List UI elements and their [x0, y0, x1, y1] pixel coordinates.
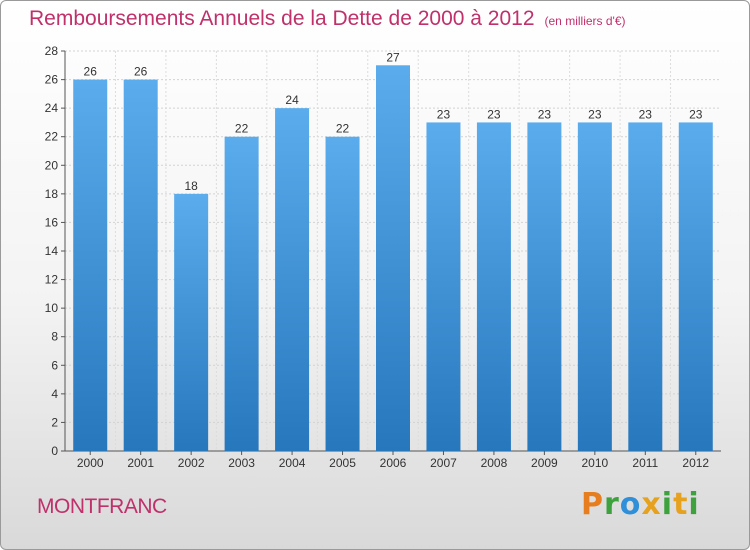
data-label-2008: 23 — [487, 107, 501, 121]
logo-letter: o — [619, 487, 642, 522]
y-tick-label: 20 — [45, 158, 59, 172]
y-tick-label: 16 — [45, 215, 59, 229]
bar-2010 — [577, 122, 612, 451]
bar-2005 — [325, 136, 360, 451]
y-tick-label: 2 — [51, 415, 58, 429]
bar-2012 — [678, 122, 713, 451]
logo-letter: i — [661, 487, 674, 522]
data-label-2011: 23 — [639, 107, 653, 121]
x-tick-label-2001: 2001 — [127, 456, 154, 470]
logo-letter: t — [673, 487, 689, 522]
location-name: MONTFRANC — [37, 495, 167, 518]
y-tick-label: 6 — [51, 358, 58, 372]
data-label-2006: 27 — [386, 50, 400, 64]
x-tick-label-2006: 2006 — [380, 456, 407, 470]
data-label-2003: 22 — [235, 122, 249, 136]
logo-letter: P — [581, 487, 604, 522]
y-tick-label: 14 — [45, 244, 59, 258]
bar-2007 — [426, 122, 461, 451]
x-tick-label-2012: 2012 — [682, 456, 709, 470]
y-tick-label: 12 — [45, 273, 59, 287]
x-tick-label-2003: 2003 — [228, 456, 255, 470]
data-label-2002: 18 — [184, 179, 198, 193]
data-label-2001: 26 — [134, 65, 148, 79]
x-tick-label-2010: 2010 — [581, 456, 608, 470]
y-tick-label: 10 — [45, 301, 59, 315]
x-tick-label-2007: 2007 — [430, 456, 457, 470]
x-tick-label-2000: 2000 — [77, 456, 104, 470]
bar-2003 — [224, 136, 259, 451]
bar-2008 — [476, 122, 511, 451]
data-label-2010: 23 — [588, 107, 602, 121]
bar-2001 — [123, 79, 158, 452]
data-label-2000: 26 — [84, 65, 98, 79]
data-label-2007: 23 — [437, 107, 451, 121]
logo-letter: r — [604, 487, 620, 522]
x-tick-label-2002: 2002 — [178, 456, 205, 470]
data-label-2005: 22 — [336, 122, 350, 136]
labels: 26 2000 26 2001 18 2002 22 2003 24 2004 22 2005 27 20… — [77, 50, 710, 470]
proxiti-logo: Proxiti — [581, 487, 700, 522]
chart-subtitle: (en milliers d'€) — [544, 14, 626, 28]
title-text: Remboursements Annuels de la Dette de 20… — [29, 7, 535, 30]
y-tick-label: 0 — [51, 444, 58, 458]
y-tick-label: 24 — [45, 101, 59, 115]
bar-2011 — [628, 122, 663, 451]
x-tick-label-2009: 2009 — [531, 456, 558, 470]
x-tick-label-2005: 2005 — [329, 456, 356, 470]
y-tick-label: 28 — [45, 44, 59, 58]
x-tick-label-2011: 2011 — [632, 456, 658, 470]
y-tick-label: 18 — [45, 187, 59, 201]
y-tick-label: 26 — [45, 73, 59, 87]
bar-2002 — [174, 193, 209, 451]
data-label-2009: 23 — [538, 107, 552, 121]
bar-2000 — [73, 79, 108, 452]
y-tick-label: 8 — [51, 330, 58, 344]
bar-2006 — [376, 65, 410, 452]
data-label-2004: 24 — [285, 93, 299, 107]
logo-letter: i — [688, 487, 700, 522]
y-tick-label: 4 — [51, 387, 58, 401]
logo-letter: x — [641, 487, 662, 522]
bar-2004 — [275, 108, 310, 452]
y-tick-label: 22 — [45, 130, 59, 144]
data-label-2012: 23 — [689, 107, 703, 121]
bar-2009 — [527, 122, 562, 451]
x-tick-label-2004: 2004 — [279, 456, 306, 470]
chart-title: Remboursements Annuels de la Dette de 20… — [29, 7, 626, 31]
x-tick-label-2008: 2008 — [481, 456, 508, 470]
bars — [73, 65, 713, 452]
